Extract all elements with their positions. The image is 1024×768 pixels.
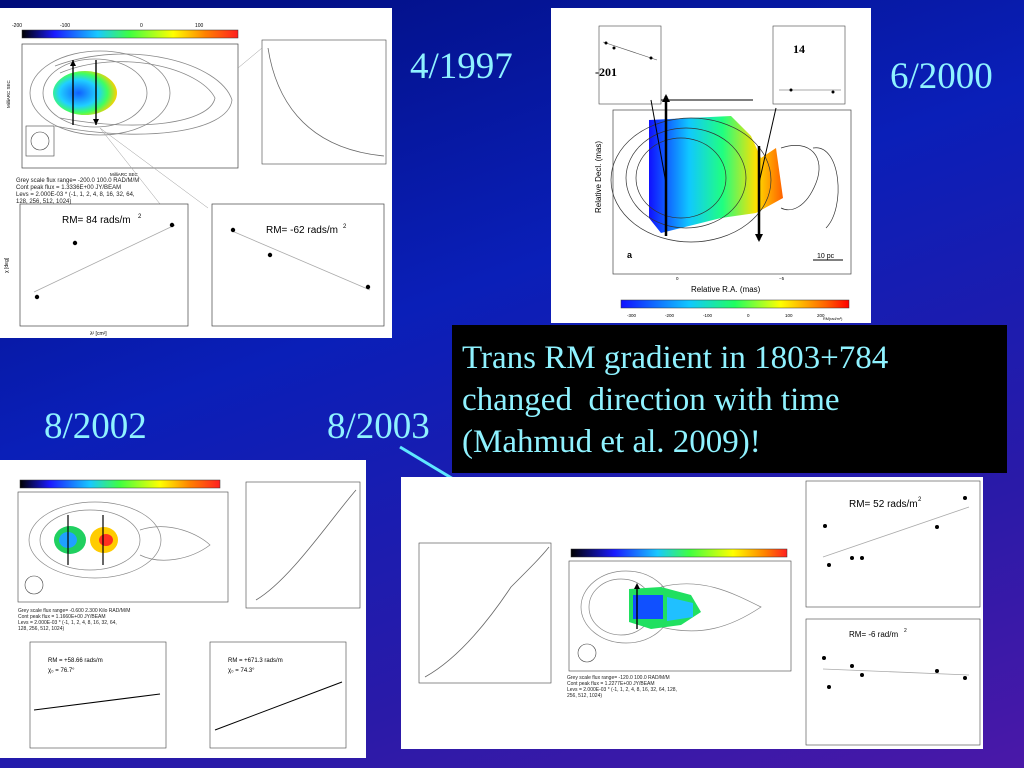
map-2002: RM = +58.66 rads/m χ₀ = 76.7° RM = +671.…: [17, 479, 361, 749]
scale-bar-label: 10 pc: [817, 253, 835, 260]
cb-tick: -100: [60, 23, 70, 29]
axis-x: Relative R.A. (mas): [691, 285, 761, 294]
axis-y: MilliARC SEC: [6, 79, 11, 108]
cb-tick: 0: [140, 23, 143, 29]
cb-tick: -200: [12, 23, 22, 29]
svg-text:0: 0: [747, 313, 750, 318]
svg-text:-100: -100: [703, 313, 713, 318]
fit-2002-right-1: RM = +671.3 rads/m: [228, 658, 283, 664]
fit-2002-right-2: χ₀ = 74.3°: [228, 668, 255, 674]
rm-fit-right: RM= -62 rads/m: [266, 225, 338, 236]
rm-fit-top: RM= 52 rads/m: [849, 499, 918, 510]
caption-2002: Grey scale flux range= -0.600 2.300 Kilo…: [18, 608, 131, 632]
inset-rm-left: -201: [595, 65, 617, 79]
figure-panel-2000: -201 14 a 10 pc 0 −5 Relative R.A. (mas)…: [551, 8, 871, 323]
map-1997: -100 0 100 -200 MilliARC SEC MilliARC SE…: [4, 23, 387, 337]
fit-2002-left-2: χ₀ = 76.7°: [48, 668, 75, 674]
svg-text:-200: -200: [665, 313, 675, 318]
rm-fit-sup: 2: [138, 214, 142, 220]
callout-line-3: (Mahmud et al. 2009)!: [462, 424, 761, 460]
svg-text:2: 2: [918, 497, 922, 503]
callout-box: Trans RM gradient in 1803+784 changed di…: [452, 325, 1007, 473]
inset-rm-right: 14: [793, 42, 805, 56]
rm-fit-bottom: RM= -6 rad/m: [849, 630, 898, 639]
tick-5: −5: [779, 276, 785, 281]
date-label-2002: 8/2002: [44, 406, 147, 447]
svg-text:RM(rad/m²): RM(rad/m²): [823, 317, 843, 321]
svg-text:λ² [cm²]: λ² [cm²]: [90, 331, 107, 337]
figure-panel-2003: RM= 52 rads/m 2 RM= -6 rad/m 2 Grey scal…: [401, 477, 983, 749]
figure-panel-2002: RM = +58.66 rads/m χ₀ = 76.7° RM = +671.…: [0, 460, 366, 758]
svg-text:200: 200: [817, 313, 825, 318]
date-label-1997: 4/1997: [410, 46, 513, 87]
svg-text:2: 2: [904, 628, 907, 634]
caption-1997: Grey scale flux range= -200.0 100.0 RAD/…: [16, 178, 140, 205]
callout-line-1: Trans RM gradient in 1803+784: [462, 340, 889, 376]
caption-2003: Grey scale flux range= -120.0 100.0 RAD/…: [567, 675, 677, 699]
tick-0: 0: [676, 276, 679, 281]
axis-x: MilliARC SEC: [110, 172, 139, 177]
svg-text:2: 2: [343, 224, 347, 230]
callout-line-2: changed direction with time: [462, 382, 840, 418]
svg-text:-300: -300: [627, 313, 637, 318]
cb-tick: 100: [195, 23, 204, 29]
date-label-2003: 8/2003: [327, 406, 430, 447]
axis-y: Relative Decl. (mas): [594, 141, 603, 213]
fit-2002-left-1: RM = +58.66 rads/m: [48, 658, 103, 664]
date-label-2000: 6/2000: [890, 56, 993, 97]
svg-text:100: 100: [785, 313, 793, 318]
rm-fit-left: RM= 84 rads/m: [62, 215, 131, 226]
panel-tag: a: [627, 250, 633, 260]
svg-text:χ [deg]: χ [deg]: [4, 257, 10, 273]
figure-panel-1997: -100 0 100 -200 MilliARC SEC MilliARC SE…: [0, 8, 392, 338]
map-2003: RM= 52 rads/m 2 RM= -6 rad/m 2: [418, 480, 981, 746]
map-2000: -201 14 a 10 pc 0 −5 Relative R.A. (mas)…: [594, 25, 852, 321]
